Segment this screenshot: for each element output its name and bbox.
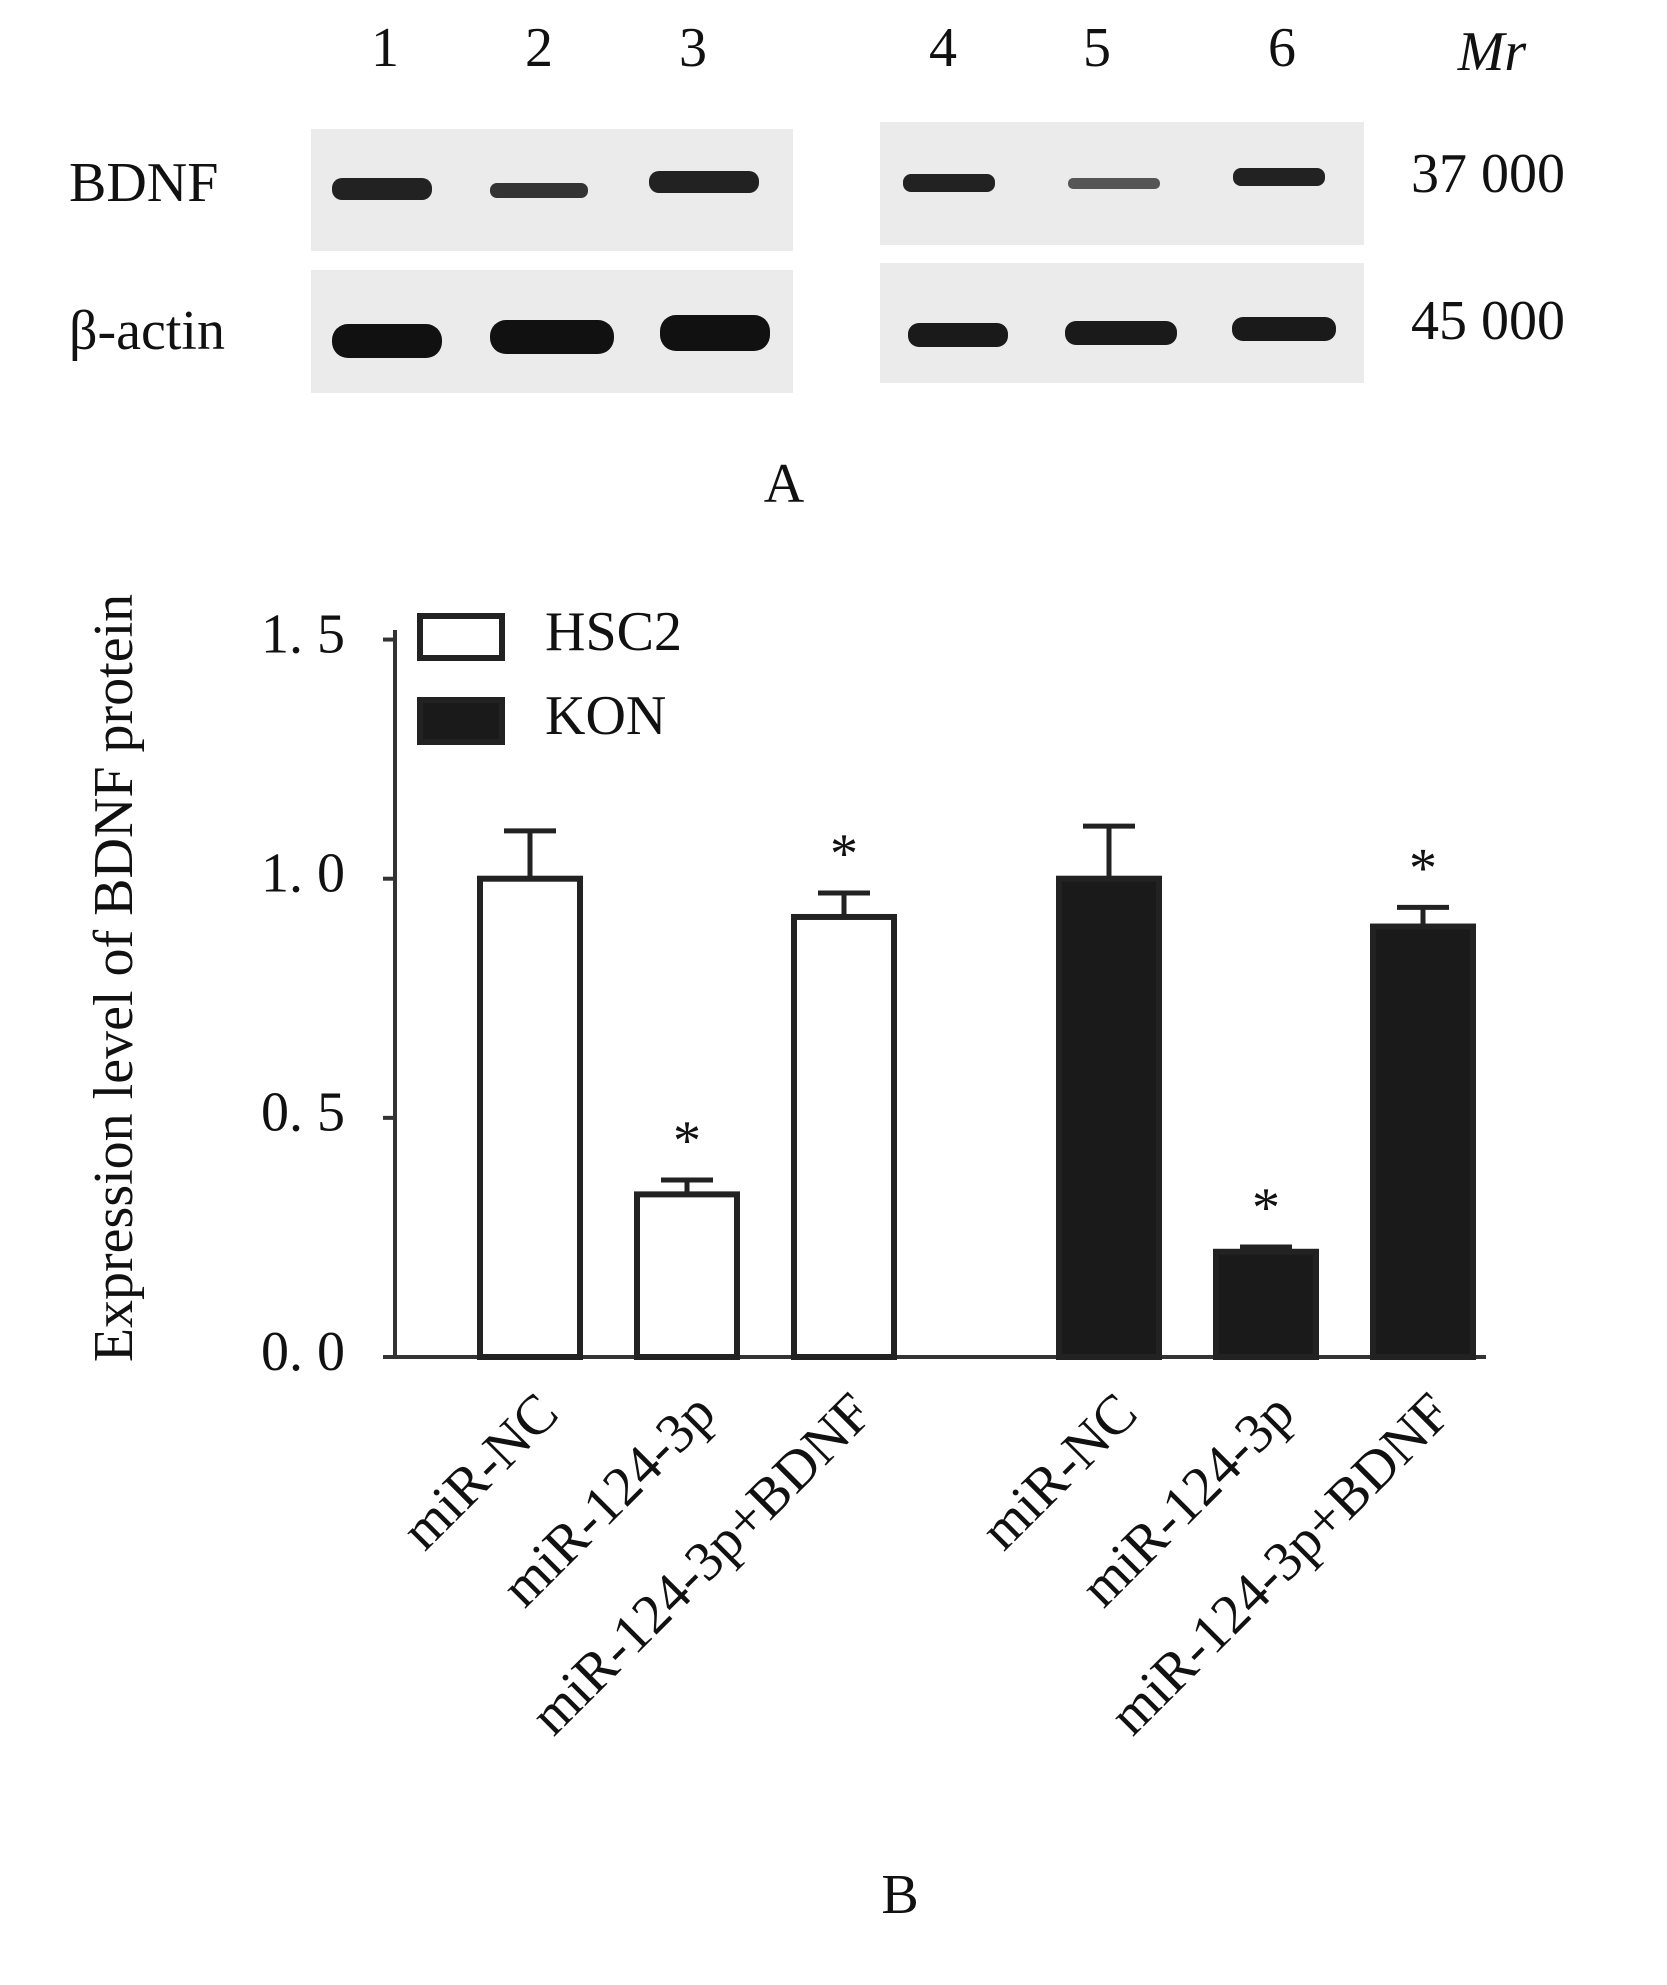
band xyxy=(1065,321,1177,345)
mr-value: 37 000 xyxy=(1411,143,1565,205)
blot-panel: Mr BDNF β-actin 37 000 45 000 A xyxy=(69,21,1565,515)
band xyxy=(1233,168,1325,186)
band xyxy=(660,315,770,351)
band xyxy=(903,174,995,192)
bar xyxy=(1370,923,1476,1361)
y-tick-label: 0. 5 xyxy=(261,1082,345,1144)
y-tick-label: 1. 0 xyxy=(261,843,345,905)
band xyxy=(490,320,614,354)
y-tick-label: 1. 5 xyxy=(261,603,345,665)
lane-label: 2 xyxy=(525,17,553,79)
row-label: BDNF xyxy=(69,152,218,214)
band xyxy=(1068,178,1160,189)
panel-label: A xyxy=(764,453,805,515)
significance-marker: * xyxy=(1409,837,1437,899)
bar xyxy=(791,913,897,1360)
lane-label: 5 xyxy=(1083,17,1111,79)
significance-marker: * xyxy=(673,1110,701,1172)
bar xyxy=(477,875,583,1360)
lane-label: 4 xyxy=(929,17,957,79)
mr-value: 45 000 xyxy=(1411,290,1565,352)
bar xyxy=(1213,1248,1319,1361)
mr-label: Mr xyxy=(1457,21,1527,83)
bar xyxy=(1056,875,1162,1360)
band xyxy=(490,183,588,198)
band xyxy=(332,324,442,358)
significance-marker: * xyxy=(1252,1177,1280,1239)
band xyxy=(908,323,1008,347)
legend-swatch xyxy=(417,613,505,661)
legend-swatch xyxy=(417,697,505,745)
row-label: β-actin xyxy=(69,300,225,362)
lane-label: 3 xyxy=(679,17,707,79)
band xyxy=(649,171,759,193)
y-tick-label: 0. 0 xyxy=(261,1321,345,1383)
lane-label: 1 xyxy=(371,17,399,79)
y-axis-label: Expression level of BDNF protein xyxy=(83,594,145,1362)
lane-label: 6 xyxy=(1268,17,1296,79)
bar xyxy=(634,1191,740,1361)
legend-label: HSC2 xyxy=(545,601,682,663)
legend-label: KON xyxy=(545,685,666,747)
band xyxy=(1232,317,1336,341)
panel-label: B xyxy=(881,1864,918,1926)
significance-marker: * xyxy=(830,823,858,885)
band xyxy=(332,178,432,200)
